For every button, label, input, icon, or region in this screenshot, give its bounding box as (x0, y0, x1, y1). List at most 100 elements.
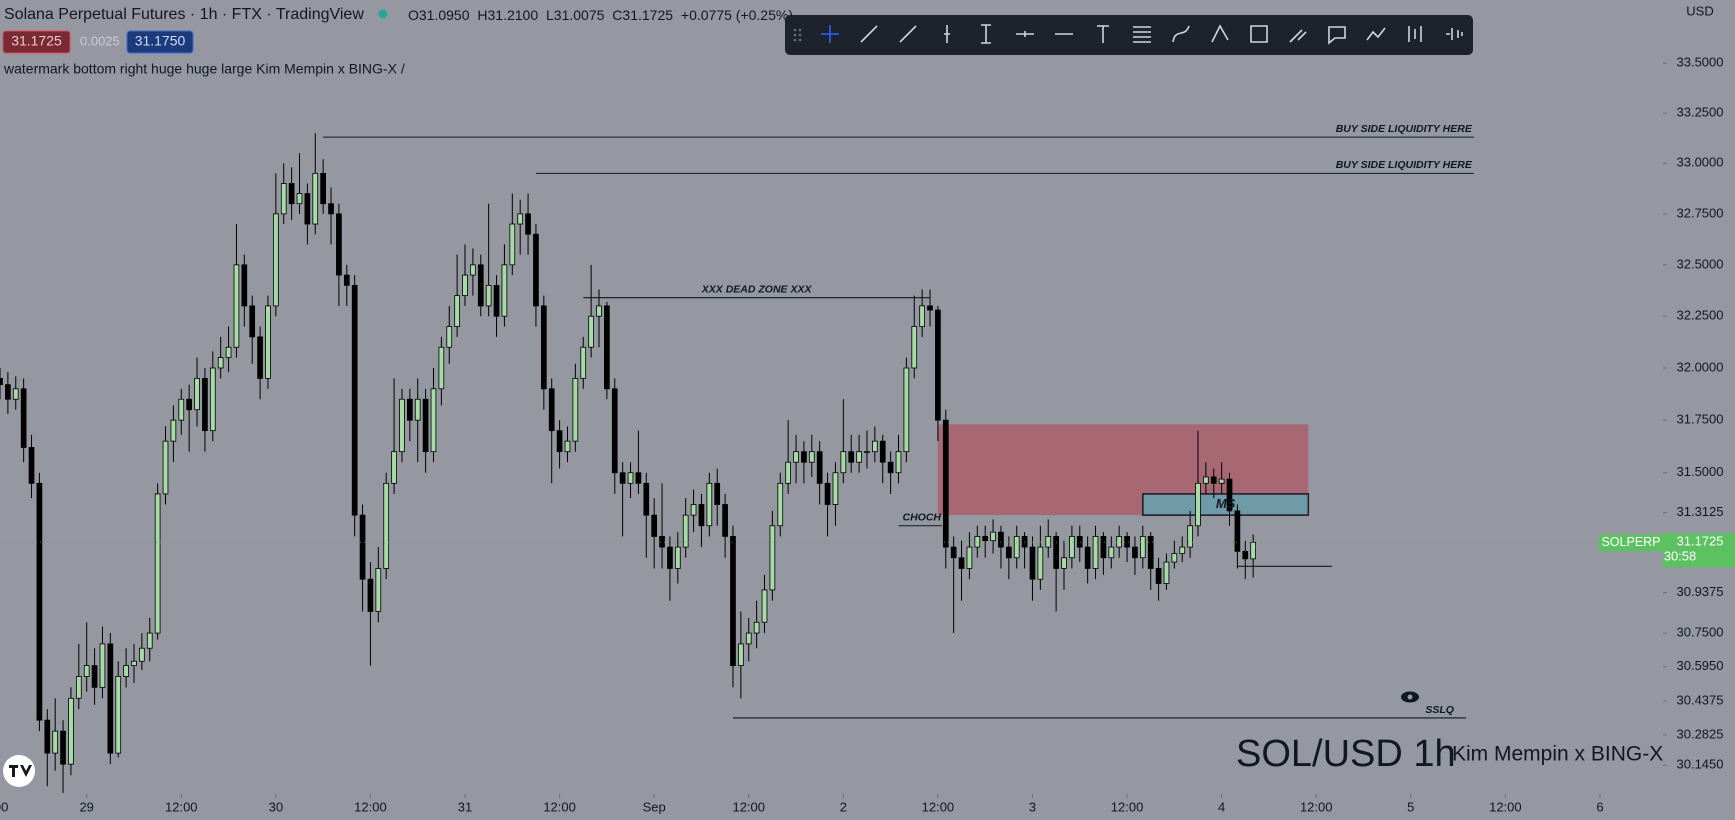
x-tick-label: 12:00 (1489, 799, 1522, 814)
candle-body (998, 531, 1004, 548)
candle-body (1171, 553, 1178, 563)
toolbar-icon (821, 25, 839, 43)
toolbar-button[interactable] (944, 25, 950, 43)
candle-body (139, 647, 145, 662)
toolbar-button[interactable] (860, 25, 878, 43)
candle-body (911, 326, 918, 369)
toolbar-icon (860, 25, 878, 43)
candle-body (714, 482, 721, 505)
currency-label[interactable]: USD (1686, 3, 1713, 18)
sell-price: 31.1725 (11, 33, 62, 49)
candle-body (249, 305, 256, 338)
candle-body (738, 643, 744, 666)
visibility-icon[interactable] (1401, 691, 1419, 703)
candle-body (509, 223, 516, 266)
candle-body (1045, 536, 1052, 548)
sell-button[interactable] (2, 30, 71, 54)
candle-body (367, 578, 374, 612)
toolbar-button[interactable] (1250, 25, 1268, 43)
candle-body (438, 346, 445, 390)
toolbar-button[interactable] (1366, 27, 1386, 41)
candle-body (682, 514, 689, 548)
toolbar-icon (1446, 28, 1463, 40)
line-label: BUY SIDE LIQUIDITY HERE (1336, 123, 1473, 135)
candle-body (454, 295, 460, 327)
candle-body (548, 388, 555, 432)
y-tick-label: 30.9375 (1677, 584, 1724, 599)
toolbar-grip (793, 28, 802, 42)
candle-body (1195, 482, 1201, 527)
ohlc-legend: O31.0950 H31.2100 L31.0075 C31.1725 +0.0… (408, 7, 793, 23)
toolbar-button[interactable] (899, 25, 917, 43)
drawing-toolbar (785, 15, 1473, 55)
x-tick-label: 5 (1407, 799, 1414, 814)
candle-body (131, 660, 137, 666)
toolbar-button[interactable] (1446, 28, 1463, 40)
candle-body (1029, 546, 1036, 580)
toolbar-button[interactable] (1408, 26, 1422, 42)
candle-body (5, 384, 11, 400)
toolbar-icon (1016, 31, 1034, 37)
candle-body (651, 514, 658, 537)
toolbar-button[interactable] (1133, 26, 1151, 43)
candle-body (123, 665, 129, 677)
x-tick-label: 12:00 (543, 799, 576, 814)
candle-body (178, 398, 185, 421)
candle-body (816, 451, 823, 484)
toolbar-button[interactable] (981, 24, 991, 44)
toolbar-button[interactable] (1211, 24, 1229, 43)
toolbar-icon (1133, 26, 1151, 43)
y-tick-label: 30.5950 (1677, 658, 1724, 673)
candle-body (312, 172, 319, 225)
ohlc-close: C31.1725 (612, 7, 673, 23)
toolbar-icon (1289, 29, 1307, 43)
symbol-badge-label: SOLPERP (1601, 535, 1660, 549)
x-tick-label: Sep (643, 799, 666, 814)
candle-body (406, 398, 413, 421)
y-tick-label: 30.4375 (1677, 692, 1724, 707)
symbol-badge (1599, 534, 1663, 552)
candle-body (233, 264, 240, 348)
candle-body (935, 309, 941, 421)
toolbar-tools (821, 24, 1463, 45)
candle-body (477, 264, 484, 307)
toolbar-button[interactable] (1097, 25, 1109, 43)
candle-body (280, 183, 287, 215)
toolbar-icon (1366, 27, 1386, 41)
toolbar-button[interactable] (1328, 26, 1346, 45)
candle-body (115, 676, 122, 754)
candle-body (83, 665, 90, 677)
candle-body (351, 284, 358, 516)
y-tick-label: 33.5000 (1677, 55, 1724, 70)
candle-body (1061, 557, 1067, 569)
candle-body (958, 557, 965, 569)
toolbar-button[interactable] (1172, 25, 1190, 43)
candle-body (1218, 478, 1225, 484)
y-tick-label: 30.1450 (1677, 757, 1724, 772)
tradingview-logo[interactable] (3, 755, 35, 787)
candle-body (1163, 561, 1170, 584)
candle-body (627, 472, 634, 484)
candle-body (1100, 536, 1107, 559)
ohlc-high: H31.2100 (477, 7, 538, 23)
y-tick-label: 33.2500 (1677, 105, 1724, 120)
line-label: SSLQ (1425, 704, 1454, 716)
candle-body (430, 388, 437, 453)
candle-body (1226, 478, 1233, 512)
watermark-title: SOL/USD 1h (1236, 733, 1456, 775)
toolbar-button[interactable] (821, 25, 839, 43)
candle-body (68, 697, 74, 765)
y-tick-label: 31.5000 (1677, 464, 1724, 479)
candle-body (422, 398, 429, 453)
candle-body (1147, 536, 1154, 569)
buy-button[interactable] (126, 30, 194, 54)
candle-body (895, 451, 902, 474)
candle-body (36, 482, 43, 721)
x-tick-label: 3 (1029, 799, 1036, 814)
toolbar-button[interactable] (1016, 31, 1034, 37)
ohlc-change: +0.0775 (+0.25%) (681, 7, 793, 23)
candle-body (611, 388, 618, 474)
candle-body (1210, 476, 1217, 484)
toolbar-button[interactable] (1289, 29, 1307, 43)
